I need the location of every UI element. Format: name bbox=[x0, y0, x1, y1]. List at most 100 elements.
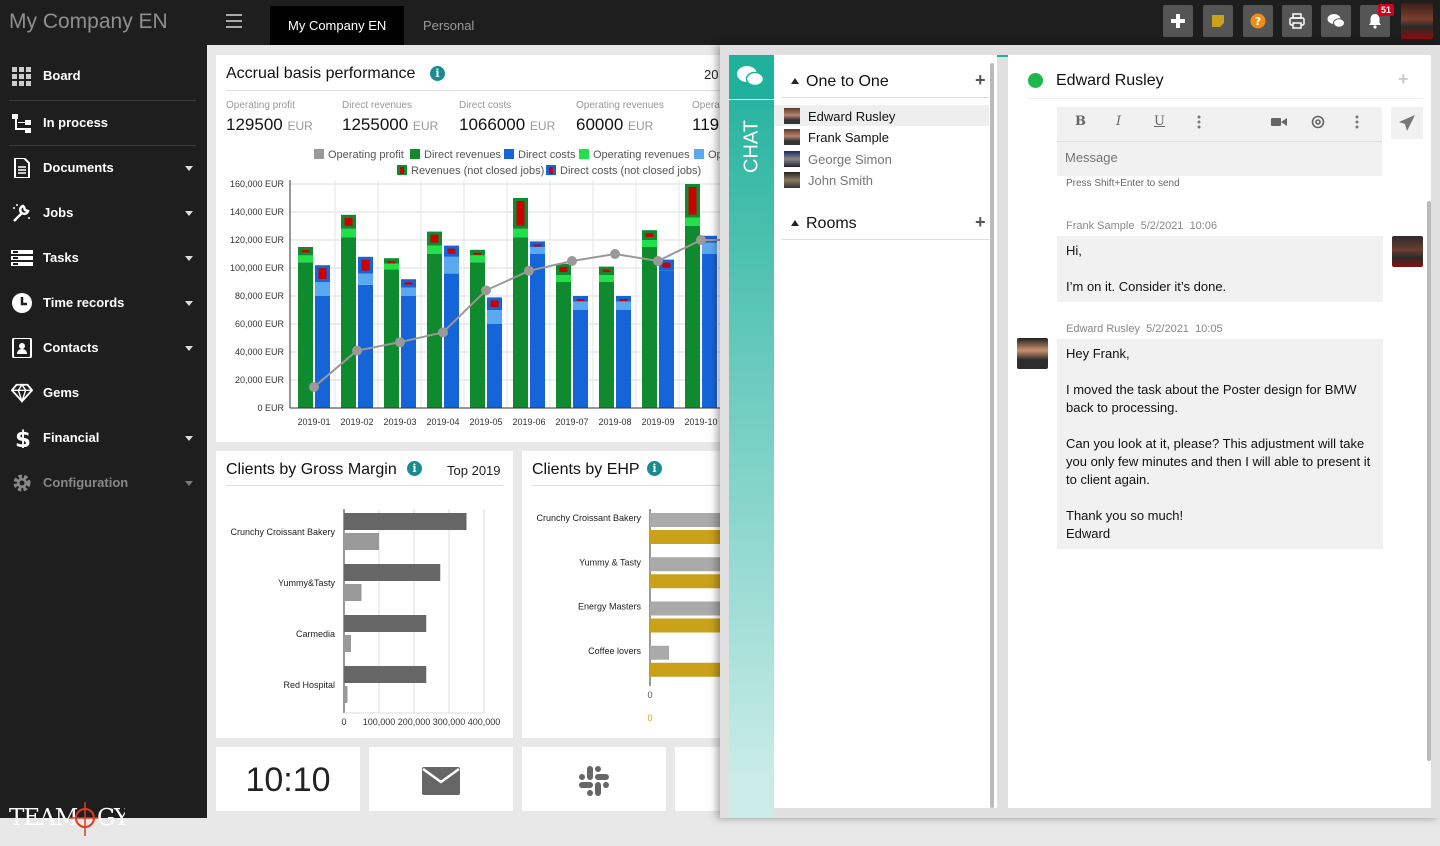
hamburger-menu-icon[interactable] bbox=[226, 14, 242, 28]
sidebar-item-tasks[interactable]: Tasks bbox=[0, 236, 207, 280]
collapse-triangle-icon[interactable] bbox=[791, 220, 799, 226]
info-icon[interactable]: i bbox=[430, 66, 445, 81]
divider bbox=[1028, 98, 1423, 99]
wrench-icon bbox=[13, 204, 30, 222]
info-icon[interactable]: i bbox=[407, 461, 422, 476]
revenue-bar-segment bbox=[298, 262, 313, 408]
sidebar-item-in-process[interactable]: In process bbox=[0, 101, 207, 145]
gross-margin-bar-secondary bbox=[344, 533, 379, 550]
cost-bar-segment bbox=[616, 310, 631, 408]
revenue-bar-segment bbox=[685, 217, 700, 226]
send-button[interactable] bbox=[1391, 107, 1423, 139]
active-contact-name: Edward Rusley bbox=[1056, 72, 1164, 89]
gross-margin-panel: Clients by Gross Margin i Top 2019 0 100,… bbox=[216, 451, 513, 738]
sidebar-item-contacts[interactable]: Contacts bbox=[0, 326, 207, 370]
italic-button[interactable]: I bbox=[1116, 114, 1122, 129]
more-vertical-icon[interactable] bbox=[1197, 115, 1201, 129]
video-icon[interactable] bbox=[1271, 116, 1287, 128]
one-to-one-header: One to One bbox=[806, 73, 889, 90]
messages-scrollbar[interactable] bbox=[1427, 201, 1431, 761]
sidebar-item-documents[interactable]: Documents bbox=[0, 146, 207, 190]
revenue-bar-segment bbox=[599, 282, 614, 408]
contact-george-simon[interactable]: George Simon bbox=[774, 148, 989, 169]
gross-margin-bar bbox=[344, 615, 427, 632]
revenue-not-closed-marker bbox=[387, 261, 396, 264]
cost-not-closed-bar bbox=[573, 296, 588, 302]
add-conversation-icon[interactable]: + bbox=[975, 70, 986, 90]
sidebar-item-financial[interactable]: $ Financial bbox=[0, 416, 207, 460]
message-input[interactable] bbox=[1065, 145, 1370, 169]
tab-personal[interactable]: Personal bbox=[423, 18, 475, 33]
sidebar-item-jobs[interactable]: Jobs bbox=[0, 191, 207, 235]
add-button[interactable] bbox=[1163, 5, 1193, 37]
chat-button[interactable] bbox=[1321, 5, 1351, 37]
sidebar-item-configuration[interactable]: Configuration bbox=[0, 461, 207, 505]
company-title[interactable]: My Company EN bbox=[9, 10, 168, 33]
revenue-not-closed-bar bbox=[470, 249, 485, 256]
x-tick-label: 2019-07 bbox=[555, 417, 588, 427]
tab-my-company[interactable]: My Company EN bbox=[270, 6, 405, 45]
sidebar-label: Configuration bbox=[43, 475, 129, 490]
add-room-icon[interactable]: + bbox=[975, 212, 986, 232]
y-tick-label: 40,000 EUR bbox=[235, 347, 285, 357]
bold-button[interactable]: B bbox=[1075, 114, 1086, 129]
workflow-icon bbox=[12, 114, 31, 133]
category-label: Yummy&Tasty bbox=[278, 578, 336, 588]
legend-label: Revenues (not closed jobs) bbox=[411, 165, 544, 177]
gross-margin-bar bbox=[344, 666, 427, 683]
period-selector[interactable]: Top 2019 bbox=[447, 463, 501, 478]
composer-hint: Press Shift+Enter to send bbox=[1066, 178, 1180, 189]
ehp-bar-secondary bbox=[650, 530, 726, 544]
cost-not-closed-bar bbox=[530, 241, 545, 247]
cost-not-closed-marker bbox=[533, 244, 542, 247]
contact-john-smith[interactable]: John Smith bbox=[774, 169, 989, 190]
sidebar-item-gems[interactable]: Gems bbox=[0, 371, 207, 415]
more-vertical-icon[interactable] bbox=[1355, 115, 1359, 129]
list-scrollbar[interactable] bbox=[990, 63, 994, 808]
ehp-bar-secondary bbox=[650, 662, 726, 677]
year-selector[interactable]: 20 bbox=[704, 67, 719, 82]
x-tick-label: 2019-08 bbox=[598, 417, 631, 427]
sidebar-item-time-records[interactable]: Time records bbox=[0, 281, 207, 325]
contacts-icon bbox=[12, 338, 32, 358]
notifications-button[interactable]: 51 bbox=[1360, 4, 1394, 37]
mention-icon[interactable] bbox=[1311, 115, 1325, 129]
email-tile[interactable] bbox=[369, 747, 513, 811]
clock-tile[interactable]: 10:10 bbox=[216, 747, 360, 811]
kpi-value: 129500 bbox=[226, 115, 283, 134]
contact-frank-sample[interactable]: Frank Sample bbox=[774, 126, 989, 147]
cost-bar-segment bbox=[444, 273, 459, 408]
underline-button[interactable]: U bbox=[1154, 114, 1165, 129]
message-date: 5/2/2021 bbox=[1146, 323, 1189, 335]
slack-tile[interactable] bbox=[522, 747, 666, 811]
operating-profit-point bbox=[309, 382, 319, 392]
print-button[interactable] bbox=[1282, 5, 1312, 37]
user-avatar[interactable] bbox=[1401, 3, 1433, 39]
operating-profit-point bbox=[567, 256, 577, 266]
partial-tile[interactable] bbox=[675, 747, 720, 811]
revenue-not-closed-marker bbox=[559, 266, 568, 272]
x-tick-label: 2019-09 bbox=[641, 417, 674, 427]
operating-profit-point bbox=[481, 285, 491, 296]
chevron-down-icon bbox=[185, 481, 193, 486]
cost-bar-segment bbox=[487, 324, 502, 408]
chat-icon bbox=[1327, 14, 1345, 28]
legend-swatch bbox=[504, 149, 514, 159]
panel-title: Accrual basis performance bbox=[226, 65, 416, 82]
info-icon[interactable]: i bbox=[647, 461, 662, 476]
sticky-notes-button[interactable] bbox=[1203, 5, 1233, 37]
svg-text:$: $ bbox=[15, 428, 31, 448]
avatar bbox=[784, 108, 800, 124]
revenue-bar-segment bbox=[427, 254, 442, 408]
svg-text:?: ? bbox=[1255, 15, 1261, 28]
operating-profit-point bbox=[610, 249, 620, 259]
category-label: Crunchy Croissant Bakery bbox=[230, 527, 335, 537]
add-participant-icon[interactable]: + bbox=[1398, 69, 1409, 89]
sidebar-label: Financial bbox=[43, 430, 100, 445]
x-tick-label: 2019-01 bbox=[297, 417, 330, 427]
contact-edward-rusley[interactable]: Edward Rusley bbox=[774, 105, 989, 126]
cost-not-closed-marker bbox=[619, 299, 628, 301]
collapse-triangle-icon[interactable] bbox=[791, 78, 799, 84]
help-button[interactable]: ? bbox=[1243, 5, 1273, 37]
sidebar-item-board[interactable]: Board bbox=[0, 54, 207, 98]
